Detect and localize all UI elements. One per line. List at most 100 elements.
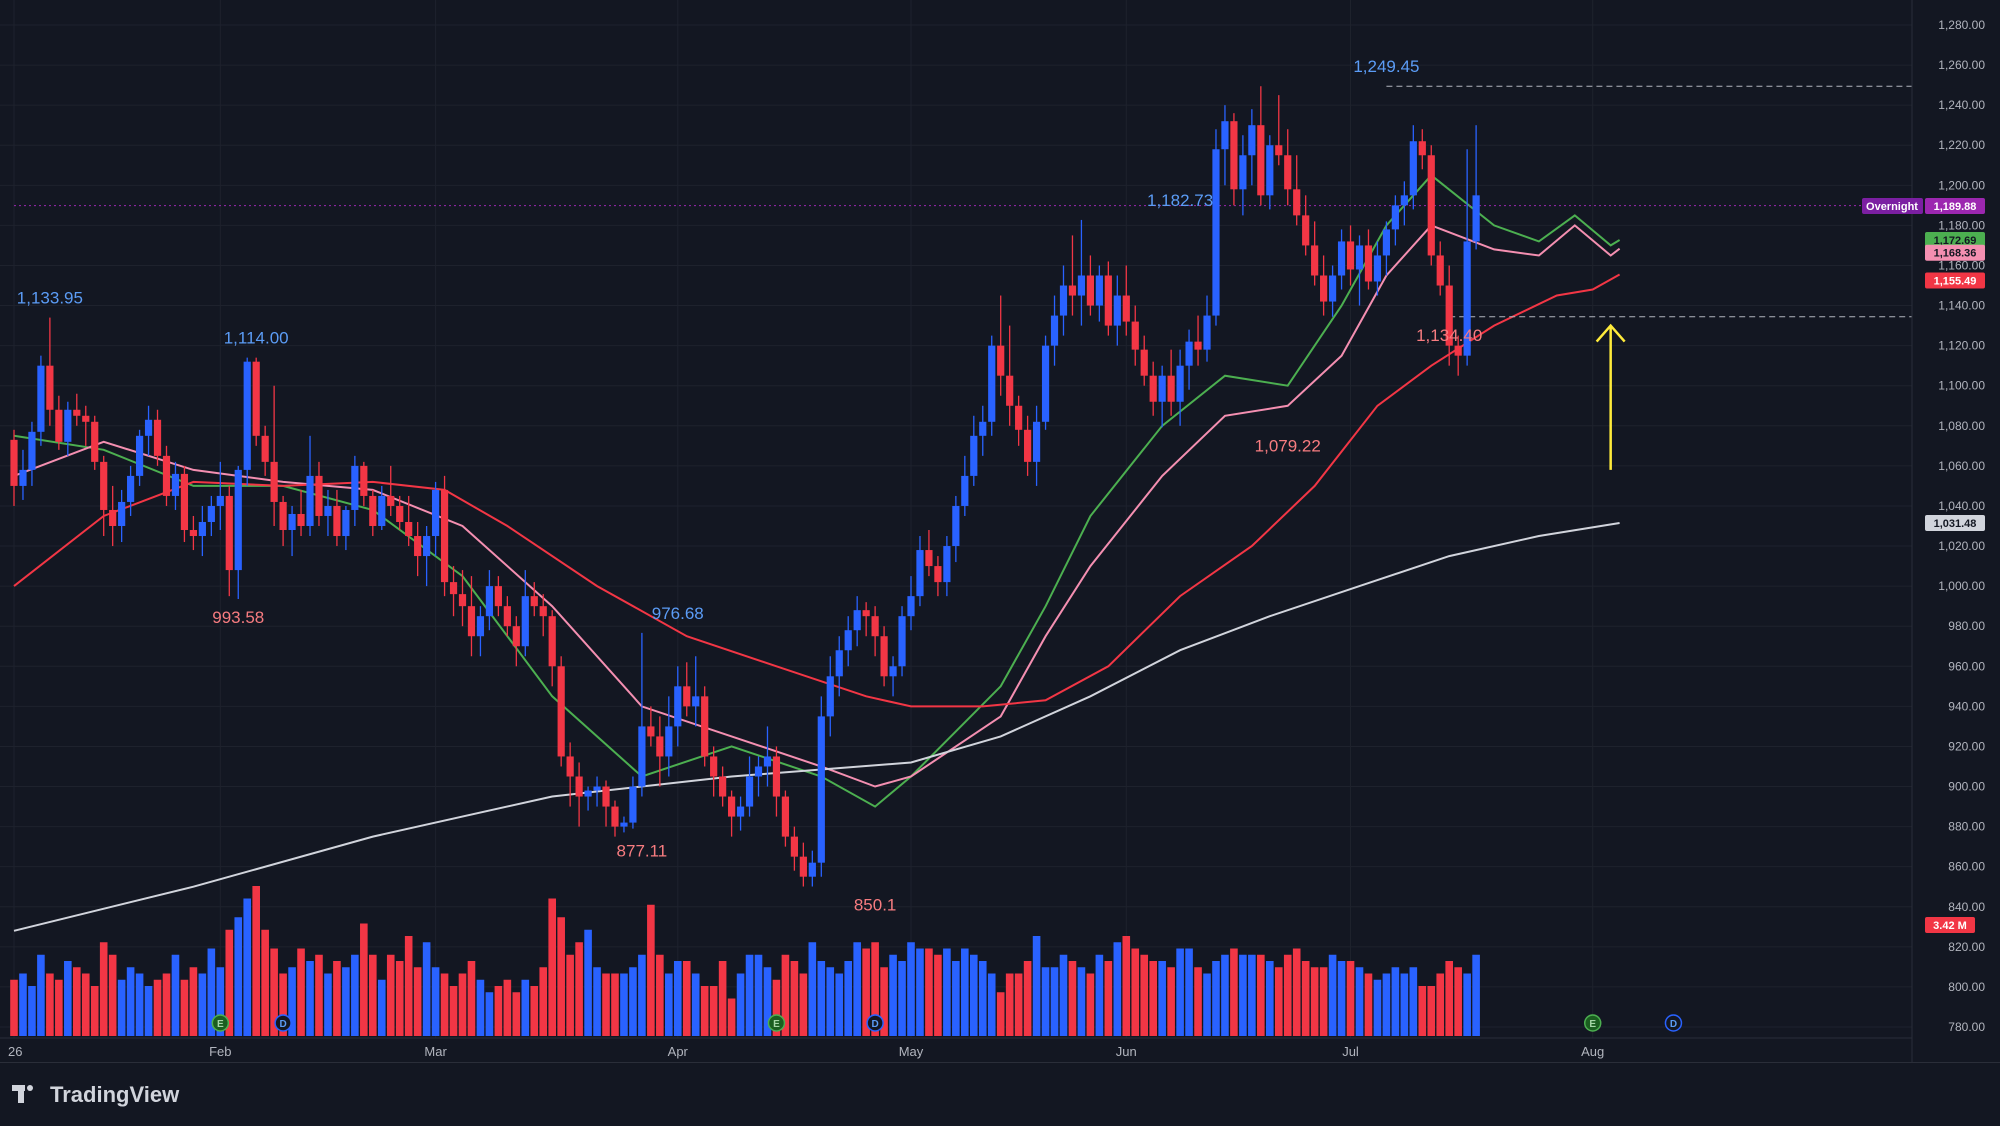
- volume-bar: [413, 967, 422, 1036]
- time-axis[interactable]: 26 Feb Mar Apr May Jun Jul Aug: [8, 1044, 1604, 1059]
- candle-body: [46, 365, 54, 410]
- volume-bar: [1445, 961, 1453, 1036]
- price-annotation: 850.1: [854, 896, 897, 915]
- candle-body: [1015, 405, 1023, 430]
- price-tick-label: 1,180.00: [1938, 218, 1985, 232]
- candle-body: [1086, 275, 1094, 306]
- volume-bar: [1400, 973, 1409, 1036]
- candle-body: [1230, 121, 1238, 190]
- candle-body: [781, 796, 790, 837]
- candle-body: [665, 726, 673, 757]
- price-badges: Overnight 1,189.88 1,172.691,168.36 1,155.4…: [1862, 198, 1985, 933]
- candlesticks[interactable]: [10, 86, 1480, 887]
- price-levels: [14, 85, 1912, 318]
- volume-bar: [261, 929, 269, 1036]
- price-axis[interactable]: 780.00 800.00 820.00 840.00 860.00 880.00 900.…: [1938, 18, 1985, 1034]
- price-annotation: 993.58: [212, 608, 264, 627]
- candle-body: [539, 606, 547, 617]
- volume-bar: [324, 973, 332, 1036]
- volume-bar: [46, 973, 54, 1036]
- volume-bar: [1113, 942, 1122, 1036]
- candle-body: [1140, 349, 1148, 376]
- arrow-head: [1595, 323, 1626, 343]
- volume-bar: [763, 967, 772, 1036]
- volume-bar: [1472, 954, 1480, 1036]
- volume-bar: [377, 979, 386, 1036]
- volume-bar: [288, 967, 296, 1036]
- candle-body: [817, 716, 825, 863]
- candle-body: [73, 409, 81, 416]
- volume-bar: [342, 967, 350, 1036]
- price-annotation: 1,182.73: [1147, 191, 1213, 210]
- volume-bar: [1158, 961, 1166, 1036]
- volume-bar: [315, 954, 323, 1036]
- candle-body: [880, 636, 888, 677]
- moving-average-lines: [13, 173, 1621, 932]
- candle-body: [180, 473, 189, 531]
- volume-bar: [485, 992, 494, 1036]
- price-tick-label: 1,080.00: [1938, 419, 1985, 433]
- candle-body: [1472, 195, 1480, 242]
- candle-body: [1104, 275, 1112, 326]
- candle-body: [1382, 229, 1391, 256]
- tradingview-logo[interactable]: TradingView: [12, 1082, 179, 1108]
- volume-bar: [1149, 961, 1157, 1036]
- volume-bar: [952, 961, 960, 1036]
- candle-body: [970, 435, 978, 476]
- candle-body: [279, 501, 287, 531]
- candle-body: [961, 475, 969, 506]
- volume-bar: [1077, 967, 1086, 1036]
- volume-bar: [1041, 967, 1050, 1036]
- candle-body: [557, 666, 565, 757]
- overnight-price-badge-bg: [1925, 198, 1985, 214]
- volume-bar: [431, 967, 440, 1036]
- candle-body: [396, 505, 404, 522]
- candle-body: [297, 513, 305, 526]
- price-tick-label: 1,160.00: [1938, 258, 1985, 272]
- volume-bar: [718, 961, 727, 1036]
- price-annotation: 976.68: [652, 604, 704, 623]
- candle-body: [485, 586, 494, 617]
- time-tick-label: Feb: [209, 1044, 231, 1059]
- volume-bars: [10, 886, 1480, 1036]
- candle-body: [1068, 285, 1077, 296]
- candle-body: [512, 626, 520, 647]
- volume-badge: 3.42 M: [1933, 920, 1967, 932]
- volume-bar: [144, 986, 153, 1036]
- volume-bar: [1248, 954, 1256, 1036]
- volume-bar: [629, 967, 637, 1036]
- candle-body: [234, 469, 242, 571]
- candle-body: [1239, 155, 1247, 190]
- candle-body: [1355, 245, 1364, 270]
- overnight-label: Overnight: [1866, 201, 1918, 213]
- candle-body: [1024, 429, 1032, 462]
- volume-bar: [754, 954, 763, 1036]
- volume-bar: [99, 942, 108, 1036]
- volume-bar: [117, 979, 126, 1036]
- volume-bar: [55, 979, 63, 1036]
- volume-bar: [1257, 954, 1265, 1036]
- price-tick-label: 1,140.00: [1938, 299, 1985, 313]
- price-tick-label: 1,100.00: [1938, 379, 1985, 393]
- candle-body: [405, 521, 413, 537]
- volume-bar: [1212, 961, 1220, 1036]
- time-tick-label: Apr: [668, 1044, 689, 1059]
- time-tick-label: May: [899, 1044, 924, 1059]
- volume-bar: [467, 961, 476, 1036]
- earnings-icon: [1583, 1014, 1602, 1032]
- ma-pink-badge: 1,168.36: [1934, 248, 1977, 260]
- volume-bar: [557, 917, 565, 1036]
- volume-bar: [135, 973, 144, 1036]
- volume-bar: [28, 986, 36, 1036]
- candle-body: [763, 756, 772, 767]
- volume-bar: [1274, 967, 1283, 1036]
- candle-body: [440, 489, 449, 583]
- volume-bar: [1427, 986, 1436, 1036]
- earnings-icon: [211, 1014, 230, 1032]
- price-tick-label: 1,260.00: [1938, 58, 1985, 72]
- volume-bar: [575, 942, 583, 1036]
- candle-body: [1050, 315, 1059, 346]
- volume-bar: [790, 961, 799, 1036]
